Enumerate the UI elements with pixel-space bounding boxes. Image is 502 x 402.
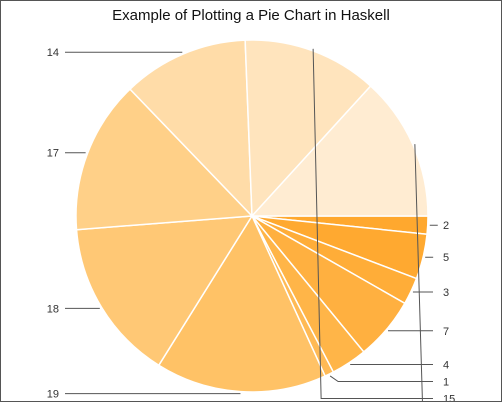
slice-label-2: 2 xyxy=(443,220,449,232)
slice-label-14: 14 xyxy=(47,47,59,59)
slice-label-group-14: 14 xyxy=(47,47,183,59)
pie-slice-18 xyxy=(75,215,254,367)
slice-label-1: 1 xyxy=(443,376,449,388)
pie-slice-19 xyxy=(157,214,327,393)
chart-title: Example of Plotting a Pie Chart in Haske… xyxy=(112,7,390,24)
slice-label-7: 7 xyxy=(443,326,449,338)
pie-slice-15 xyxy=(244,39,372,218)
slice-label-group-17: 17 xyxy=(47,148,86,160)
slice-label-19: 19 xyxy=(47,389,59,401)
slice-label-group-2: 2 xyxy=(429,220,449,232)
slice-label-group-19: 19 xyxy=(47,389,241,401)
slice-label-group-3: 3 xyxy=(412,287,449,299)
slice-label-15: 15 xyxy=(443,393,455,401)
leader-line-15 xyxy=(312,48,433,399)
pie-labels: 2 5 3 7 4 1 19 18 17 14 15 16 xyxy=(47,47,455,401)
leader-line-16 xyxy=(414,144,423,401)
slice-label-group-5: 5 xyxy=(425,252,449,264)
pie-slice-16 xyxy=(250,84,429,217)
pie-slice-17 xyxy=(75,88,254,231)
pie-slices xyxy=(75,39,429,393)
slice-label-17: 17 xyxy=(47,148,59,160)
leader-line-1 xyxy=(329,375,433,382)
slice-label-4: 4 xyxy=(443,359,449,371)
slice-label-3: 3 xyxy=(443,287,449,299)
slice-label-group-16: 16 xyxy=(414,144,423,401)
slice-label-5: 5 xyxy=(443,252,449,264)
slice-label-group-7: 7 xyxy=(388,326,449,338)
slice-label-18: 18 xyxy=(47,303,59,315)
slice-label-group-1: 1 xyxy=(329,375,449,388)
pie-slice-14 xyxy=(128,39,253,218)
slice-label-group-18: 18 xyxy=(47,303,100,315)
slice-label-group-15: 15 xyxy=(312,48,455,401)
slice-label-group-4: 4 xyxy=(350,359,449,371)
